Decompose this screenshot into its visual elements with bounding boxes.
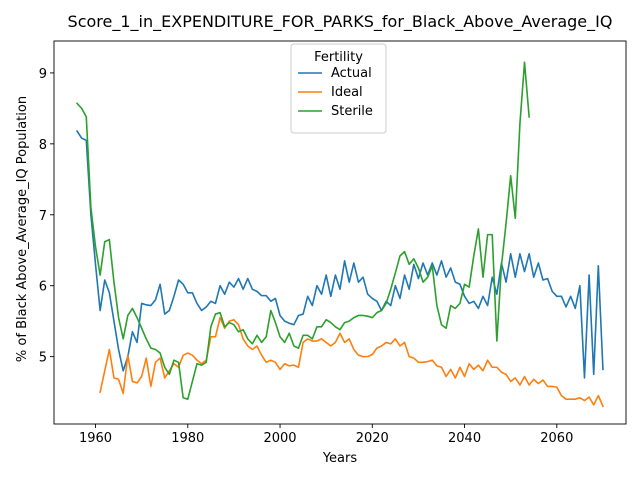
y-tick-label: 8: [39, 138, 47, 153]
x-tick-label: 2040: [448, 431, 481, 446]
legend: Fertility Actual Ideal Sterile: [290, 43, 387, 134]
x-axis: 1960 1980 2000 2020 2040 2060: [79, 424, 573, 446]
series-line-ideal: [99, 316, 604, 408]
y-tick-label: 7: [39, 209, 47, 224]
legend-title: Fertility: [314, 50, 363, 65]
x-axis-label: Years: [322, 451, 358, 466]
series-line-actual: [75, 129, 604, 379]
y-tick-label: 5: [39, 351, 47, 366]
chart-title: Score_1_in_EXPENDITURE_FOR_PARKS_for_Bla…: [68, 12, 613, 32]
legend-label-sterile: Sterile: [331, 104, 373, 119]
series-line-sterile: [75, 61, 530, 400]
plot-frame: [53, 40, 627, 425]
legend-entries: Actual Ideal Sterile: [298, 66, 373, 119]
legend-label-ideal: Ideal: [331, 85, 363, 100]
x-tick-label: 1980: [171, 431, 204, 446]
x-tick-label: 2060: [540, 431, 573, 446]
plot-area: [53, 40, 627, 425]
y-axis-label: % of Black Above_Average_IQ Population: [15, 96, 30, 362]
y-tick-label: 6: [39, 280, 47, 295]
x-tick-label: 1960: [79, 431, 112, 446]
y-tick-label: 9: [39, 67, 47, 82]
x-tick-label: 2000: [263, 431, 296, 446]
x-tick-label: 2020: [356, 431, 389, 446]
y-axis: 5 6 7 8 9: [39, 67, 54, 366]
legend-label-actual: Actual: [331, 66, 372, 81]
